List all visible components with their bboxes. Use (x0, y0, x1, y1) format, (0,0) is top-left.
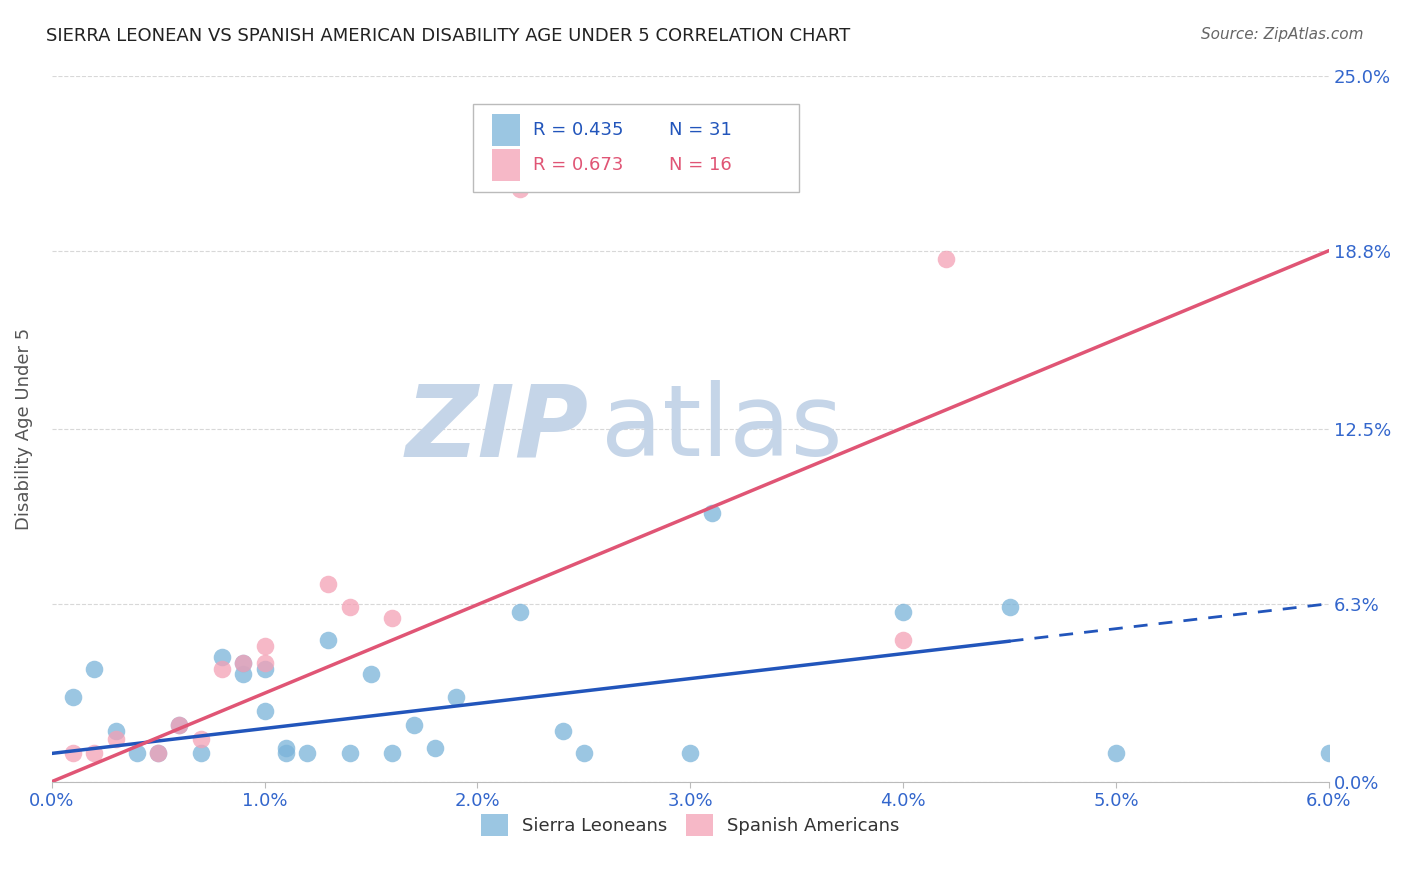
Y-axis label: Disability Age Under 5: Disability Age Under 5 (15, 327, 32, 530)
FancyBboxPatch shape (492, 114, 520, 145)
Point (232, 656, 254, 670)
Point (402, 718, 425, 732)
Text: N = 16: N = 16 (669, 156, 731, 174)
Point (169, 718, 191, 732)
Text: atlas: atlas (600, 380, 842, 477)
Point (318, 577, 340, 591)
Point (935, 252, 957, 266)
Point (62, 690, 84, 704)
Point (679, 747, 702, 761)
Point (148, 747, 170, 761)
Point (83, 747, 105, 761)
Point (125, 747, 148, 761)
Point (274, 740, 297, 755)
Point (190, 747, 212, 761)
Point (274, 747, 297, 761)
Point (891, 605, 914, 619)
FancyBboxPatch shape (492, 149, 520, 181)
Text: ZIP: ZIP (405, 380, 588, 477)
Point (232, 656, 254, 670)
Point (253, 639, 276, 653)
Point (700, 506, 723, 520)
Point (339, 599, 361, 614)
Point (339, 747, 361, 761)
Point (998, 599, 1021, 614)
Text: N = 31: N = 31 (669, 121, 731, 139)
Point (572, 747, 595, 761)
Text: R = 0.435: R = 0.435 (533, 121, 624, 139)
Point (295, 747, 318, 761)
FancyBboxPatch shape (474, 103, 799, 192)
Point (444, 690, 467, 704)
Text: SIERRA LEONEAN VS SPANISH AMERICAN DISABILITY AGE UNDER 5 CORRELATION CHART: SIERRA LEONEAN VS SPANISH AMERICAN DISAB… (46, 27, 851, 45)
Point (169, 718, 191, 732)
Point (551, 723, 574, 738)
Point (148, 747, 170, 761)
Point (509, 181, 531, 195)
Point (83, 662, 105, 676)
Point (891, 633, 914, 648)
Point (104, 732, 127, 747)
Point (104, 723, 127, 738)
Point (253, 656, 276, 670)
Point (381, 747, 404, 761)
Point (211, 662, 233, 676)
Point (423, 740, 446, 755)
Point (190, 732, 212, 747)
Point (360, 667, 382, 681)
Point (253, 662, 276, 676)
Point (318, 633, 340, 648)
Legend: Sierra Leoneans, Spanish Americans: Sierra Leoneans, Spanish Americans (474, 806, 907, 843)
Text: Source: ZipAtlas.com: Source: ZipAtlas.com (1201, 27, 1364, 42)
Point (1105, 747, 1128, 761)
Point (509, 605, 531, 619)
Point (232, 667, 254, 681)
Point (381, 611, 404, 625)
Point (253, 704, 276, 718)
Point (1317, 747, 1340, 761)
Text: R = 0.673: R = 0.673 (533, 156, 624, 174)
Point (62, 747, 84, 761)
Point (211, 650, 233, 665)
